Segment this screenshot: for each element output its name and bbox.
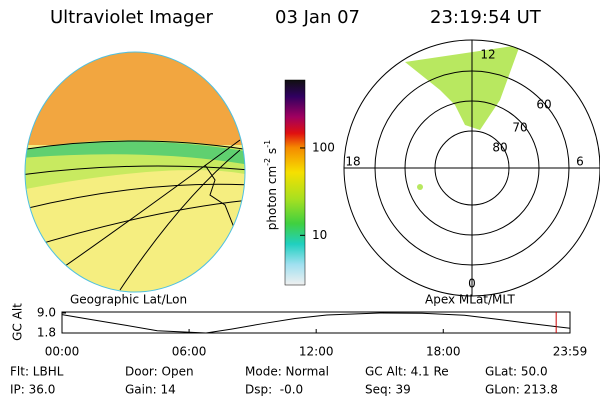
disc-edge [24,51,246,293]
x-tick-label: 18:00 [426,345,461,359]
time: 23:19:54 UT [430,7,542,28]
x-tick-label: 12:00 [299,345,334,359]
info-text: Dsp: -0.0 [245,383,303,397]
colorbar-label: photon cm-2 s-1 [263,140,279,230]
x-tick-label: 06:00 [172,345,207,359]
info-text: Seq: 39 [365,383,411,397]
lat-label: 70 [512,121,527,135]
y-tick-label: 1.8 [37,326,56,340]
info-text: GLat: 50.0 [485,365,548,379]
info-text: Mode: Normal [245,365,329,379]
panel-label: Apex MLat/MLT [425,293,515,307]
title: Ultraviolet Imager [50,7,214,28]
x-tick-label: 00:00 [45,345,80,359]
colorbar-tick-label: 100 [312,140,335,154]
y-axis-label: GC Alt [11,303,25,341]
info-text: Door: Open [125,365,194,379]
mlt-label: 6 [576,155,584,169]
lat-label: 80 [492,141,507,155]
info-text: Flt: LBHL [10,365,64,379]
x-tick-label: 23:59 [553,345,588,359]
colorbar-tick-label: 10 [312,228,327,242]
info-text: GC Alt: 4.1 Re [365,365,449,379]
panel-label: Geographic Lat/Lon [70,293,187,307]
colorbar [284,79,306,286]
earth-image [25,52,245,292]
polar-plot [343,39,600,297]
mlt-label: 18 [345,155,360,169]
info-text: GLon: 213.8 [485,383,558,397]
info-text: IP: 36.0 [10,383,55,397]
date: 03 Jan 07 [275,7,360,28]
mlt-label: 0 [468,277,476,291]
info-text: Gain: 14 [125,383,176,397]
y-tick-label: 9.0 [37,306,56,320]
mlt-label: 12 [480,48,495,62]
altitude-line [61,312,571,334]
lat-label: 60 [536,98,551,112]
